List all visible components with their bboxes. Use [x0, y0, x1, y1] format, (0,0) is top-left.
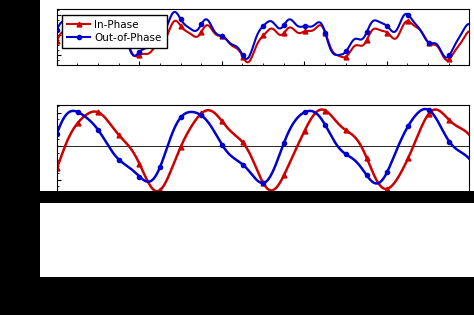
Out-of-Phase	[299, 25, 304, 29]
In-Phase	[241, 57, 247, 61]
In-Phase	[173, 19, 178, 23]
Out-of-Phase	[366, 26, 372, 30]
In-Phase	[366, 34, 372, 38]
In-Phase	[160, 40, 166, 44]
Out-of-Phase	[160, 32, 166, 36]
Out-of-Phase	[127, 48, 133, 52]
Line: In-Phase: In-Phase	[55, 18, 472, 65]
Out-of-Phase	[54, 29, 60, 32]
Line: Out-of-Phase: Out-of-Phase	[55, 10, 471, 61]
Out-of-Phase	[331, 52, 337, 56]
Out-of-Phase	[241, 55, 247, 59]
Out-of-Phase	[466, 22, 472, 26]
Out-of-Phase	[172, 10, 177, 14]
In-Phase	[331, 51, 337, 55]
In-Phase	[54, 39, 60, 43]
In-Phase	[127, 46, 133, 50]
In-Phase	[245, 60, 250, 64]
Legend: In-Phase, Out-of-Phase: In-Phase, Out-of-Phase	[62, 15, 167, 48]
Out-of-Phase	[243, 57, 249, 61]
In-Phase	[299, 31, 304, 35]
In-Phase	[466, 29, 472, 33]
